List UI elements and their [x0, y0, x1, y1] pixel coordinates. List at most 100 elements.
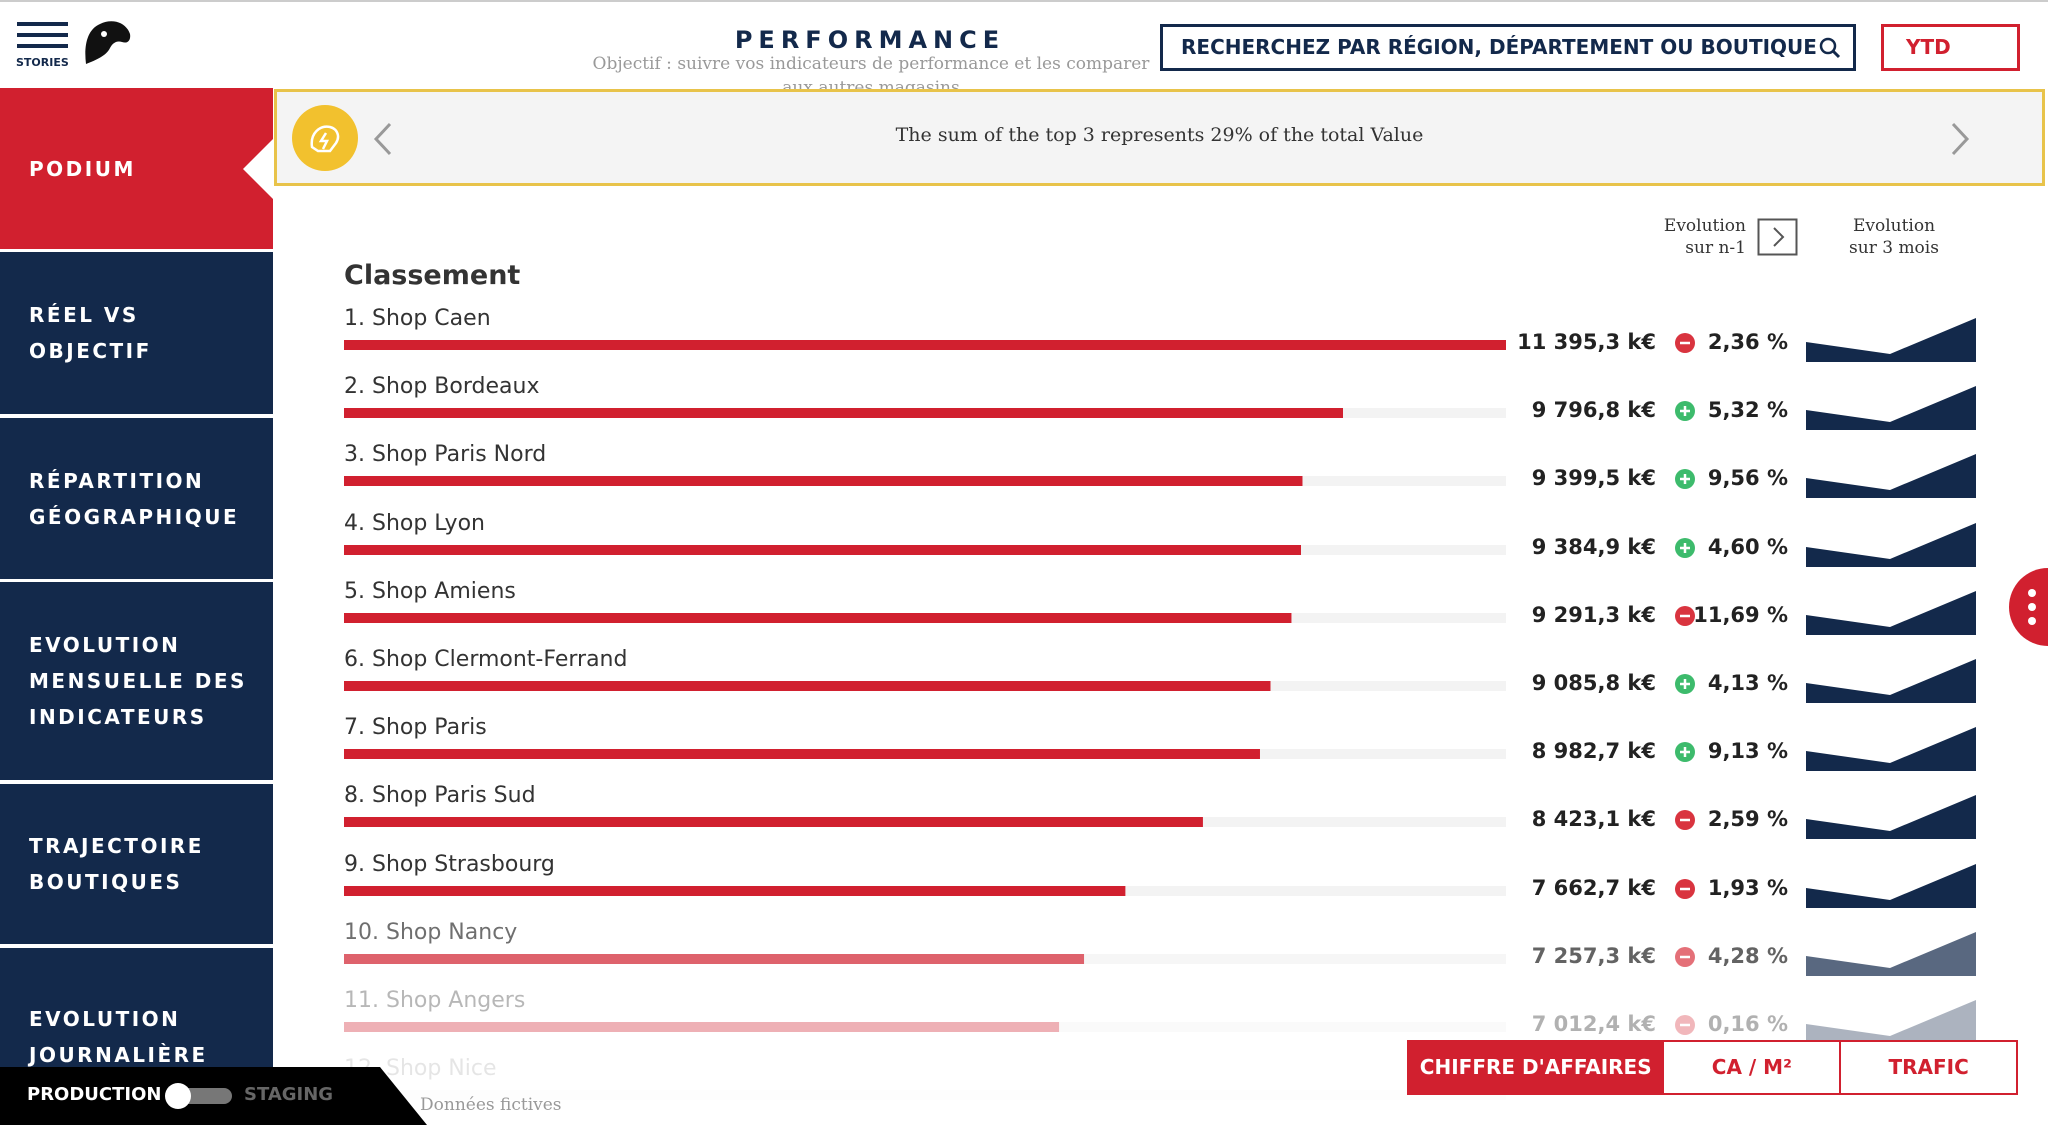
env-toggle[interactable] — [162, 1081, 234, 1111]
bar-track — [344, 408, 1506, 419]
prev-arrow[interactable] — [372, 122, 394, 156]
nav-item[interactable]: RÉEL VS OBJECTIF — [0, 252, 273, 414]
period-selector[interactable]: YTD — [1881, 24, 2020, 71]
nav-label: JOURNALIÈRE — [29, 1042, 208, 1067]
bar-track — [344, 681, 1506, 691]
evolution-label: 9,13 % — [1707, 739, 1788, 764]
sparkline — [1806, 931, 1976, 976]
track — [344, 1090, 1506, 1101]
insight-banner: The sum of the top 3 represents 29% of t… — [274, 89, 2045, 186]
shop-name: 10. Shop Nancy — [344, 919, 518, 945]
trend-icon — [1675, 401, 1695, 422]
sparkline — [1806, 1000, 1976, 1044]
nav-label: EVOLUTION — [29, 1006, 181, 1031]
search-placeholder: RECHERCHEZ PAR RÉGION, DÉPARTEMENT OU BO… — [1181, 35, 1817, 59]
pointer-shape — [243, 138, 273, 199]
value-bar — [344, 817, 1203, 828]
sparkline-area — [1806, 795, 1976, 840]
shop-name: 3. Shop Paris Nord — [344, 442, 547, 468]
nav-item[interactable]: EVOLUTION MENSUELLE DES INDICATEURS — [0, 582, 273, 780]
value-label: 9 796,8 k€ — [1531, 398, 1656, 423]
value-label: 9 384,9 k€ — [1531, 534, 1656, 559]
environment-bar: PRODUCTION STAGING — [0, 1067, 427, 1125]
shop-name: 5. Shop Amiens — [344, 578, 516, 604]
sparkline-area — [1806, 590, 1976, 635]
nav-label: RÉPARTITION — [29, 468, 205, 493]
bar-track — [344, 340, 1506, 350]
value-label: 8 982,7 k€ — [1531, 739, 1656, 764]
value-label: 9 399,5 k€ — [1531, 466, 1656, 491]
nav-label: TRAJECTOIRE — [29, 834, 204, 858]
menu-icon[interactable] — [17, 22, 69, 56]
value-bar — [344, 681, 1271, 691]
value-label: 7 012,4 k€ — [1531, 1012, 1656, 1036]
metric-tab[interactable]: CHIFFRE D'AFFAIRES — [1409, 1042, 1663, 1093]
shop-name: 1. Shop Caen — [344, 306, 491, 331]
bar-track — [344, 953, 1506, 964]
value-label: 8 423,1 k€ — [1531, 807, 1656, 832]
sparkline-area — [1806, 931, 1976, 976]
value-bar — [344, 749, 1260, 760]
trend-circle — [1675, 1015, 1695, 1035]
sparkline — [1806, 454, 1976, 499]
more-button[interactable] — [2005, 568, 2048, 646]
value-bar — [344, 408, 1343, 419]
column-header: Evolution sur 3 mois — [1794, 215, 1994, 259]
evolution-label: 2,36 % — [1707, 330, 1788, 354]
footnote: Données fictives — [420, 1095, 562, 1115]
column-header: Evolution sur n-1 — [1546, 215, 1746, 259]
bar-track — [344, 612, 1506, 623]
nav-item[interactable]: RÉPARTITION GÉOGRAPHIQUE — [0, 418, 273, 579]
insight-icon — [292, 105, 358, 171]
evolution-label: 4,13 % — [1707, 671, 1788, 695]
trend-icon — [1675, 537, 1695, 558]
evolution-label: 11,69 % — [1693, 602, 1788, 627]
shop-name: 6. Shop Clermont-Ferrand — [344, 647, 628, 672]
bar-track — [344, 817, 1506, 828]
sparkline-area — [1806, 727, 1976, 772]
shop-name: 7. Shop Paris — [344, 715, 487, 741]
bar-track — [344, 544, 1506, 555]
env-staging[interactable]: STAGING — [244, 1084, 334, 1105]
nav-label: PODIUM — [29, 156, 136, 181]
value-bar — [344, 953, 1085, 964]
sparkline-area — [1806, 454, 1976, 499]
value-bar — [344, 340, 1506, 350]
sparkline-area — [1806, 386, 1976, 431]
value-label: 9 291,3 k€ — [1531, 602, 1656, 627]
shop-name: 4. Shop Lyon — [344, 510, 485, 536]
metric-tabs: CHIFFRE D'AFFAIRES CA / M² TRAFIC — [1407, 1040, 2018, 1095]
sparkline-area — [1806, 863, 1976, 908]
nav-item[interactable]: PODIUM — [0, 88, 273, 249]
sparkline — [1806, 386, 1976, 431]
column-header-line: sur n-1 — [1685, 238, 1746, 258]
evolution-label: 4,28 % — [1707, 943, 1788, 968]
nav-label: BOUTIQUES — [29, 870, 183, 894]
insight-text: The sum of the top 3 represents 29% of t… — [895, 124, 1424, 146]
evolution-label: 0,16 % — [1707, 1012, 1788, 1036]
trend-icon — [1675, 469, 1695, 490]
bar-track — [344, 749, 1506, 760]
ranking-title: Classement — [344, 260, 521, 291]
logo — [85, 21, 131, 64]
column-header-line: Evolution — [1852, 216, 1936, 236]
nav-label: OBJECTIF — [29, 339, 152, 363]
column-header-line: Evolution — [1663, 216, 1746, 236]
metric-tab[interactable]: TRAFIC — [1839, 1042, 2016, 1093]
value-bar — [344, 476, 1303, 487]
column-toggle[interactable] — [1757, 218, 1799, 256]
metric-tab[interactable]: CA / M² — [1662, 1042, 1839, 1093]
sparkline-area — [1806, 318, 1976, 362]
nav-item[interactable]: TRAJECTOIRE BOUTIQUES — [0, 784, 273, 944]
next-arrow[interactable] — [1949, 122, 1971, 156]
env-production[interactable]: PRODUCTION — [27, 1084, 162, 1105]
trend-icon — [1675, 605, 1695, 626]
trend-icon — [1675, 946, 1695, 967]
track — [344, 1022, 1506, 1032]
shop-name: 9. Shop Strasbourg — [344, 851, 555, 877]
evolution-label: 2,59 % — [1707, 807, 1788, 832]
trend-icon — [1675, 333, 1695, 353]
search-box[interactable]: RECHERCHEZ PAR RÉGION, DÉPARTEMENT OU BO… — [1160, 24, 1856, 71]
